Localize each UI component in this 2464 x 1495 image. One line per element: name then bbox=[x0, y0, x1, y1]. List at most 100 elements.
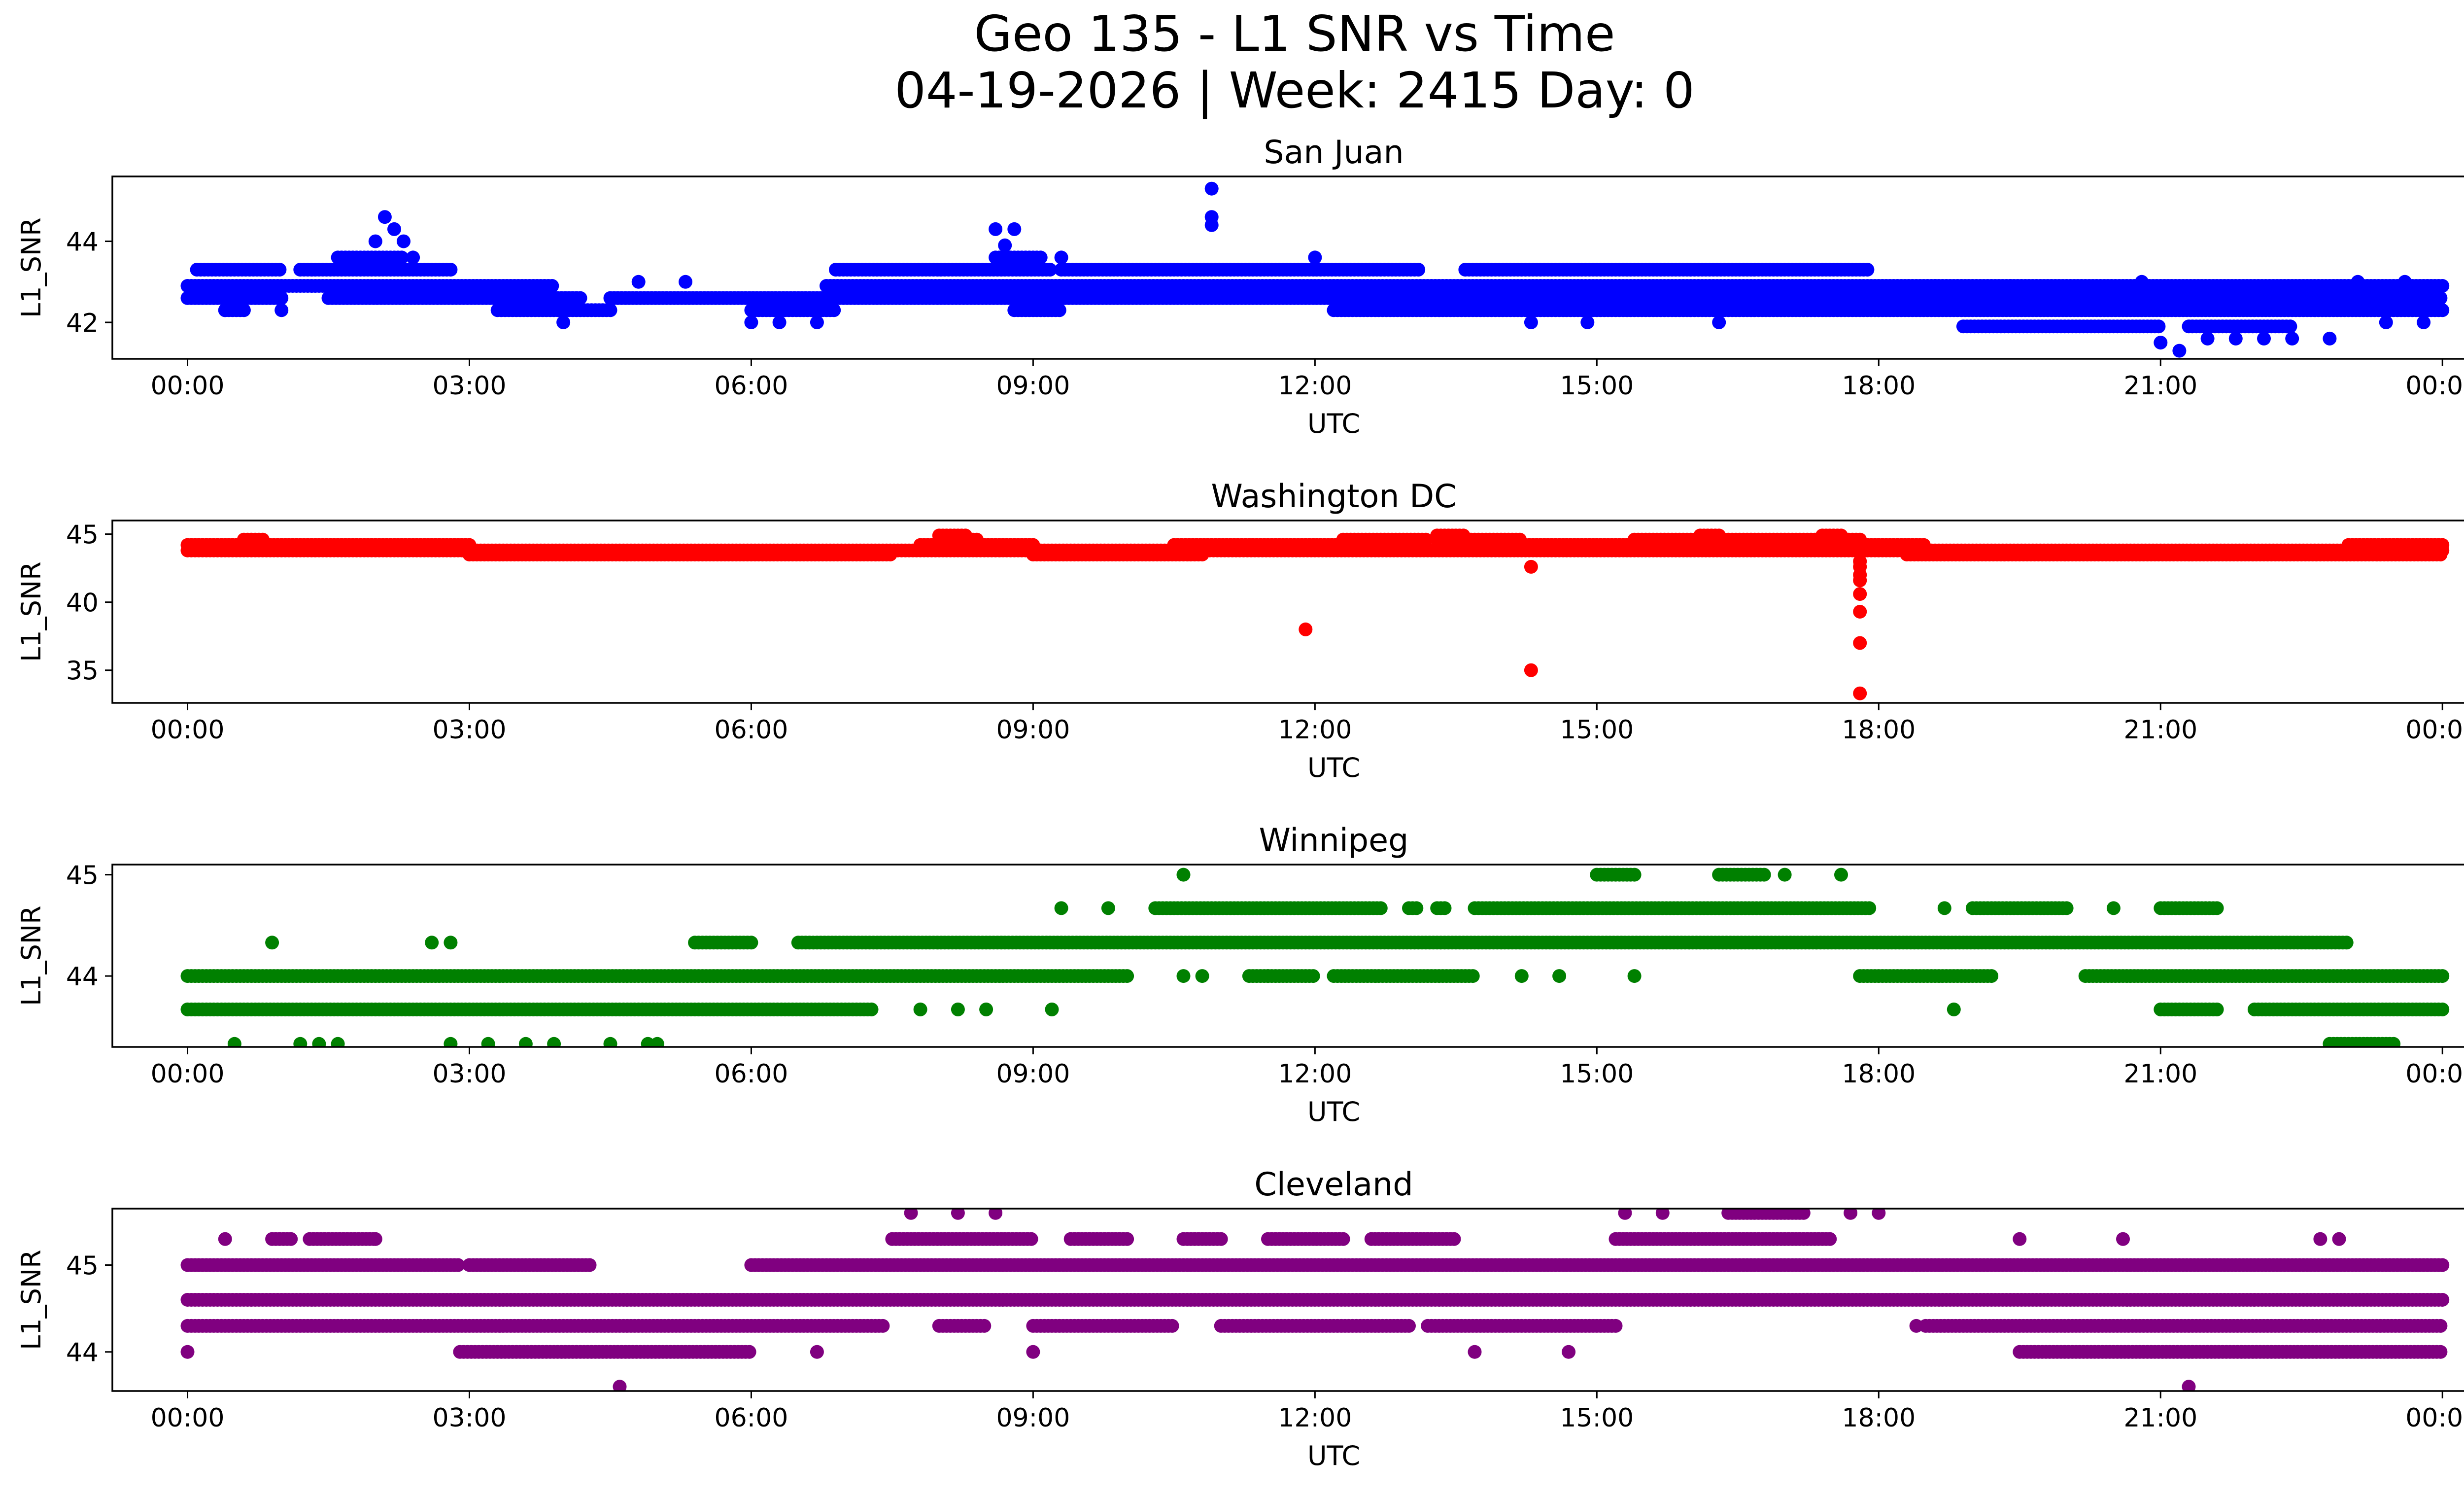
y-axis-label: L1_SNR bbox=[16, 561, 47, 662]
data-point bbox=[1176, 868, 1191, 882]
subplot-title: Winnipeg bbox=[1259, 822, 1409, 859]
data-point bbox=[265, 936, 279, 950]
data-point bbox=[1937, 901, 1951, 915]
data-point bbox=[368, 234, 382, 248]
data-point bbox=[444, 1037, 458, 1047]
data-point bbox=[2257, 331, 2271, 346]
data-point bbox=[1524, 315, 1538, 329]
data-point bbox=[1261, 969, 1275, 983]
data-point bbox=[573, 291, 587, 305]
data-point bbox=[603, 1037, 617, 1047]
data-point bbox=[2387, 1037, 2401, 1047]
data-point bbox=[744, 936, 758, 950]
data-point bbox=[1757, 868, 1771, 882]
data-point bbox=[1853, 636, 1867, 650]
data-point bbox=[1853, 573, 1867, 588]
x-tick-label: 12:00 bbox=[1278, 715, 1352, 745]
data-point bbox=[772, 315, 787, 329]
data-point bbox=[545, 279, 559, 293]
data-point bbox=[2435, 303, 2450, 317]
data-point bbox=[397, 234, 411, 248]
data-point bbox=[744, 315, 758, 329]
data-point bbox=[582, 1258, 597, 1272]
data-point bbox=[273, 263, 287, 277]
data-point bbox=[1411, 263, 1426, 277]
data-point bbox=[1033, 250, 1048, 265]
x-axis-label: UTC bbox=[1307, 1096, 1360, 1127]
x-tick-label: 03:00 bbox=[433, 1059, 507, 1089]
x-tick-label: 18:00 bbox=[1842, 371, 1916, 401]
y-tick-label: 40 bbox=[66, 589, 99, 618]
data-point bbox=[1514, 969, 1529, 983]
data-point bbox=[451, 1258, 465, 1272]
x-tick-label: 03:00 bbox=[433, 371, 507, 401]
data-point bbox=[1419, 532, 1433, 547]
data-point bbox=[1306, 969, 1320, 983]
data-point bbox=[2417, 315, 2431, 329]
data-point bbox=[2435, 279, 2450, 293]
data-point bbox=[1204, 181, 1219, 196]
data-point bbox=[1627, 969, 1642, 983]
x-tick-label: 03:00 bbox=[433, 715, 507, 745]
x-axis-label: UTC bbox=[1307, 408, 1360, 439]
figure-title-line1: Geo 135 - L1 SNR vs Time bbox=[974, 5, 1615, 63]
data-point bbox=[2228, 331, 2243, 346]
data-point bbox=[312, 1037, 326, 1047]
data-point bbox=[1712, 528, 1726, 543]
data-point bbox=[2106, 901, 2121, 915]
data-point bbox=[2172, 344, 2187, 358]
y-tick-label: 42 bbox=[66, 309, 99, 338]
data-point bbox=[2351, 275, 2365, 289]
x-tick-label: 15:00 bbox=[1560, 1059, 1634, 1089]
data-point bbox=[1308, 250, 1322, 265]
data-point bbox=[951, 1002, 965, 1016]
data-point bbox=[2210, 901, 2224, 915]
data-point bbox=[2398, 275, 2412, 289]
data-point bbox=[1043, 263, 1057, 277]
data-points bbox=[180, 1209, 2450, 1391]
data-point bbox=[989, 222, 1003, 236]
data-points bbox=[180, 528, 2450, 700]
x-tick-label: 09:00 bbox=[996, 1059, 1070, 1089]
x-tick-label: 06:00 bbox=[715, 1059, 788, 1089]
data-point bbox=[1299, 622, 1313, 636]
data-point bbox=[1466, 969, 1480, 983]
data-point bbox=[377, 210, 392, 224]
data-point bbox=[1052, 303, 1066, 317]
x-tick-label: 21:00 bbox=[2123, 715, 2197, 745]
data-point bbox=[998, 238, 1012, 252]
data-point bbox=[387, 222, 401, 236]
data-point bbox=[1834, 868, 1848, 882]
data-point bbox=[603, 303, 617, 317]
data-point bbox=[650, 1037, 664, 1047]
axes-frame bbox=[111, 864, 2464, 1048]
data-point bbox=[1627, 868, 1642, 882]
x-tick-label: 00:00 bbox=[151, 371, 225, 401]
data-point bbox=[1101, 901, 1115, 915]
data-point bbox=[1195, 969, 1209, 983]
x-tick-label: 00:00 bbox=[2405, 1059, 2464, 1089]
data-point bbox=[293, 1037, 308, 1047]
data-point bbox=[2323, 331, 2337, 346]
data-point bbox=[1195, 548, 1209, 561]
data-point bbox=[274, 303, 289, 317]
data-point bbox=[1456, 528, 1471, 543]
x-tick-label: 15:00 bbox=[1560, 715, 1634, 745]
data-point bbox=[1834, 528, 1848, 543]
y-tick-label: 44 bbox=[66, 962, 99, 992]
data-point bbox=[1552, 969, 1567, 983]
data-point bbox=[1862, 901, 1877, 915]
data-point bbox=[256, 532, 270, 547]
data-point bbox=[1437, 901, 1452, 915]
data-point bbox=[2433, 548, 2448, 561]
data-point bbox=[958, 528, 973, 543]
data-point bbox=[1373, 901, 1388, 915]
data-point bbox=[1524, 663, 1538, 677]
data-point bbox=[274, 291, 289, 305]
data-point bbox=[1513, 532, 1527, 547]
x-tick-label: 09:00 bbox=[996, 371, 1070, 401]
axes-frame bbox=[111, 175, 2464, 360]
data-point bbox=[1928, 279, 1942, 293]
